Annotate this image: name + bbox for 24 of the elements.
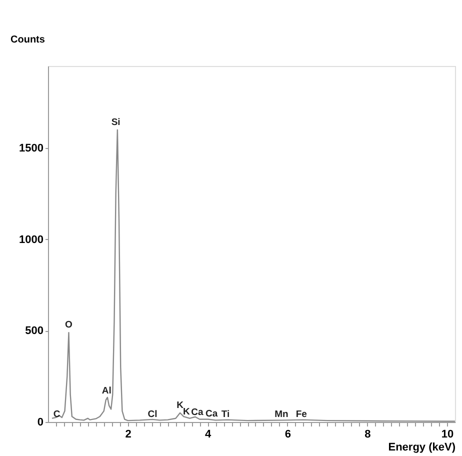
y-tick-label: 1500 xyxy=(19,142,44,155)
annotation: Ti xyxy=(221,408,230,420)
annotation: Al xyxy=(102,385,112,396)
x-tick-label: 10 xyxy=(441,428,454,440)
annotation: K xyxy=(183,406,190,418)
annotation: Ca xyxy=(191,406,204,418)
y-tick-label: 500 xyxy=(25,325,44,338)
annotation: O xyxy=(65,320,72,331)
annotation: K xyxy=(176,400,184,412)
annotation: C xyxy=(53,409,60,420)
annotation: Ca xyxy=(206,408,218,420)
annotation: Mn xyxy=(274,409,288,420)
annotation: Fe xyxy=(296,409,307,420)
y-tick-label: 0 xyxy=(37,416,44,428)
y-axis-title: Counts xyxy=(10,34,46,46)
y-tick-label: 1000 xyxy=(19,234,44,246)
annotation: Si xyxy=(111,117,120,128)
line-series xyxy=(51,129,456,422)
x-tick-label: 8 xyxy=(364,428,371,440)
annotation: Cl xyxy=(148,409,158,420)
x-axis-title: Energy (keV) xyxy=(388,442,456,454)
x-tick-label: 2 xyxy=(125,428,132,440)
x-tick-label: 4 xyxy=(205,428,212,440)
x-tick-label: 6 xyxy=(284,428,291,440)
